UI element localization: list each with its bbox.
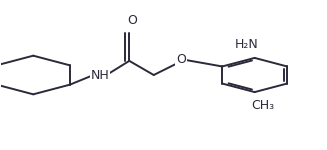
Text: CH₃: CH₃: [251, 99, 274, 112]
Text: O: O: [128, 14, 138, 27]
Text: NH: NH: [91, 69, 109, 81]
Text: O: O: [177, 53, 186, 66]
Text: H₂N: H₂N: [235, 38, 258, 51]
